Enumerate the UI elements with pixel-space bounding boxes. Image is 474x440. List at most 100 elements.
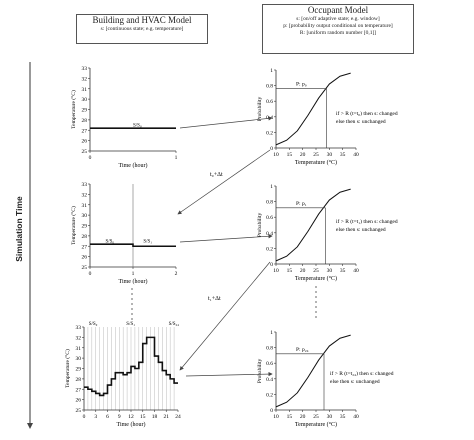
chart-4: 0 0.2 0.4 0.6 0.8 1 10 15 20 25 30 35 40 Temperature … <box>257 68 359 166</box>
y-tick-label: 0.2 <box>266 246 273 252</box>
state-label: S/S₂₄ <box>169 322 180 327</box>
x-tick-label: 6 <box>106 414 109 420</box>
state-label: S/S₀ <box>89 322 98 327</box>
y-tick-label: 25 <box>76 408 82 414</box>
x-tick-label: 25 <box>313 152 319 158</box>
x-tick-label: 10 <box>273 414 279 420</box>
arrow-occupant-to-building-1 <box>177 149 271 215</box>
probability-label: P: p₂₄ <box>296 347 309 353</box>
x-tick-label: 18 <box>152 414 158 420</box>
y-tick-label: 31 <box>76 346 82 352</box>
arrow-temp-to-occupant-3 <box>185 371 273 377</box>
y-tick-label: 0 <box>270 262 273 268</box>
y-tick-label: 0.8 <box>266 84 273 90</box>
arrow-temp-to-occupant-1 <box>179 116 273 129</box>
chart-1: 25 26 27 28 29 30 31 32 33 0 1 Time (hour) Temperatu… <box>70 66 178 169</box>
occupant-line-2: p: [probability output conditional on te… <box>283 23 393 29</box>
y-tick-label: 0.8 <box>266 200 273 206</box>
x-axis-label: Time (hour) <box>119 278 148 285</box>
y-tick-label: 0.4 <box>266 231 273 237</box>
y-tick-label: 27 <box>82 128 88 134</box>
rule-1-line-2: else then s: unchanged <box>336 119 386 125</box>
y-axis-label: Probability <box>257 359 263 384</box>
x-tick-label: 9 <box>118 414 121 420</box>
x-tick-label: 12 <box>128 414 134 420</box>
y-tick-label: 30 <box>82 213 88 219</box>
y-tick-label: 25 <box>82 149 88 155</box>
y-tick-label: 27 <box>82 244 88 250</box>
rule-2-line-1: if > R (t=t₁) then s: changed <box>336 218 398 225</box>
x-tick-label: 35 <box>340 414 346 420</box>
y-tick-label: 33 <box>76 325 82 331</box>
y-axis-label: Probability <box>257 213 263 238</box>
occupant-model-box: Occupant Model s: [on/off adaptive state… <box>262 4 414 54</box>
x-tick-label: 30 <box>327 152 333 158</box>
x-tick-label: 15 <box>140 414 146 420</box>
x-tick-label: 20 <box>300 414 306 420</box>
rule-1-line-1: if > R (t=t₀) then s: changed <box>336 110 398 117</box>
transition-label-1: t₀+Δt <box>210 172 223 178</box>
y-tick-label: 1 <box>270 330 273 336</box>
x-tick-label: 0 <box>89 271 92 277</box>
x-tick-label: 20 <box>300 268 306 274</box>
x-tick-label: 1 <box>132 271 135 277</box>
chart-2: 25 26 27 28 29 30 31 32 33 0 1 2 Time (hour) Temperat… <box>70 182 178 285</box>
rule-3-line-1: if > R (t=t₂₄) then s: changed <box>330 370 394 377</box>
x-tick-label: 10 <box>273 268 279 274</box>
temperature-series <box>90 243 176 248</box>
y-tick-label: 25 <box>82 265 88 271</box>
x-tick-label: 25 <box>313 414 319 420</box>
x-tick-label: 2 <box>175 271 178 277</box>
x-tick-label: 20 <box>300 152 306 158</box>
chart-3: 25 26 27 28 29 30 31 32 33 0 3 6 9 12 15 18 21 24 Time (ho… <box>64 322 181 428</box>
x-tick-label: 40 <box>353 152 359 158</box>
probability-label: P: p₁ <box>296 201 307 207</box>
occupant-model-title: Occupant Model <box>307 5 369 15</box>
y-tick-label: 28 <box>82 234 88 240</box>
y-tick-label: 30 <box>76 356 82 362</box>
x-axis-label: Temperature (°C) <box>295 421 337 428</box>
x-tick-label: 15 <box>287 414 293 420</box>
y-tick-label: 0.2 <box>266 130 273 136</box>
y-tick-label: 0.6 <box>266 99 273 105</box>
x-tick-label: 40 <box>353 414 359 420</box>
state-label: S/S₁ <box>126 322 135 327</box>
x-tick-label: 10 <box>273 152 279 158</box>
y-tick-label: 33 <box>82 182 88 188</box>
y-tick-label: 0.8 <box>266 346 273 352</box>
y-tick-label: 30 <box>82 97 88 103</box>
y-tick-label: 0.4 <box>266 115 273 121</box>
x-tick-label: 30 <box>327 414 333 420</box>
chart-5: 0 0.2 0.4 0.6 0.8 1 10 15 20 25 30 35 40 Temperature … <box>257 184 359 282</box>
temperature-series <box>84 336 178 397</box>
y-tick-label: 0 <box>270 408 273 414</box>
connectors <box>131 116 317 377</box>
x-tick-label: 35 <box>340 152 346 158</box>
y-tick-label: 26 <box>82 139 88 145</box>
x-tick-label: 35 <box>340 268 346 274</box>
state-label: S/S₀ <box>105 240 114 245</box>
y-tick-label: 26 <box>82 255 88 261</box>
y-tick-label: 32 <box>82 192 88 198</box>
state-label: S/S₁ <box>143 240 152 245</box>
x-tick-label: 40 <box>353 268 359 274</box>
y-tick-label: 26 <box>76 398 82 404</box>
y-axis-label: Temperature (°C) <box>70 206 77 245</box>
y-tick-label: 28 <box>82 118 88 124</box>
x-tick-label: 21 <box>164 414 170 420</box>
y-tick-label: 29 <box>82 108 88 114</box>
x-tick-label: 1 <box>175 155 178 161</box>
x-tick-label: 15 <box>287 152 293 158</box>
y-tick-label: 27 <box>76 387 82 393</box>
y-tick-label: 29 <box>76 367 82 373</box>
building-hvac-box: Building and HVAC Model s: [continuous s… <box>76 14 208 44</box>
building-hvac-subtitle: s: [continuous state; e.g. temperature] <box>100 26 184 32</box>
x-axis-label: Time (hour) <box>119 162 148 169</box>
y-axis-label: Probability <box>257 97 263 122</box>
y-tick-label: 33 <box>82 66 88 72</box>
probability-curve <box>275 334 351 408</box>
rule-3-line-2: else then s: unchanged <box>330 379 380 385</box>
y-tick-label: 31 <box>82 203 88 209</box>
x-tick-label: 3 <box>94 414 97 420</box>
